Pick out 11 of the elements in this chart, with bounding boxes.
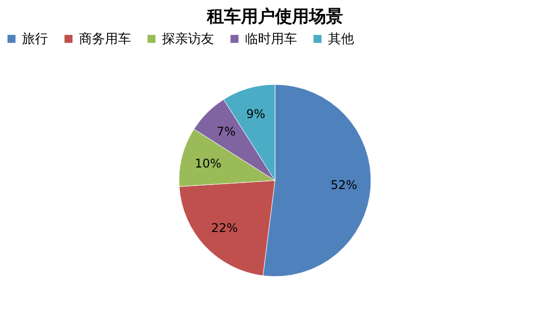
legend-label: 旅行 [22,32,48,47]
legend-label: 其他 [328,32,354,47]
legend-label: 临时用车 [245,32,297,47]
chart-title: 租车用户使用场景 [206,7,343,27]
legend-label: 探亲访友 [162,30,214,47]
data-label: 10% [194,156,222,170]
data-label: 22% [211,220,238,235]
legend-label: 商务用车 [79,32,131,47]
data-label: 7% [216,124,236,139]
data-label: 52% [330,178,358,192]
data-label: 9% [246,107,266,122]
